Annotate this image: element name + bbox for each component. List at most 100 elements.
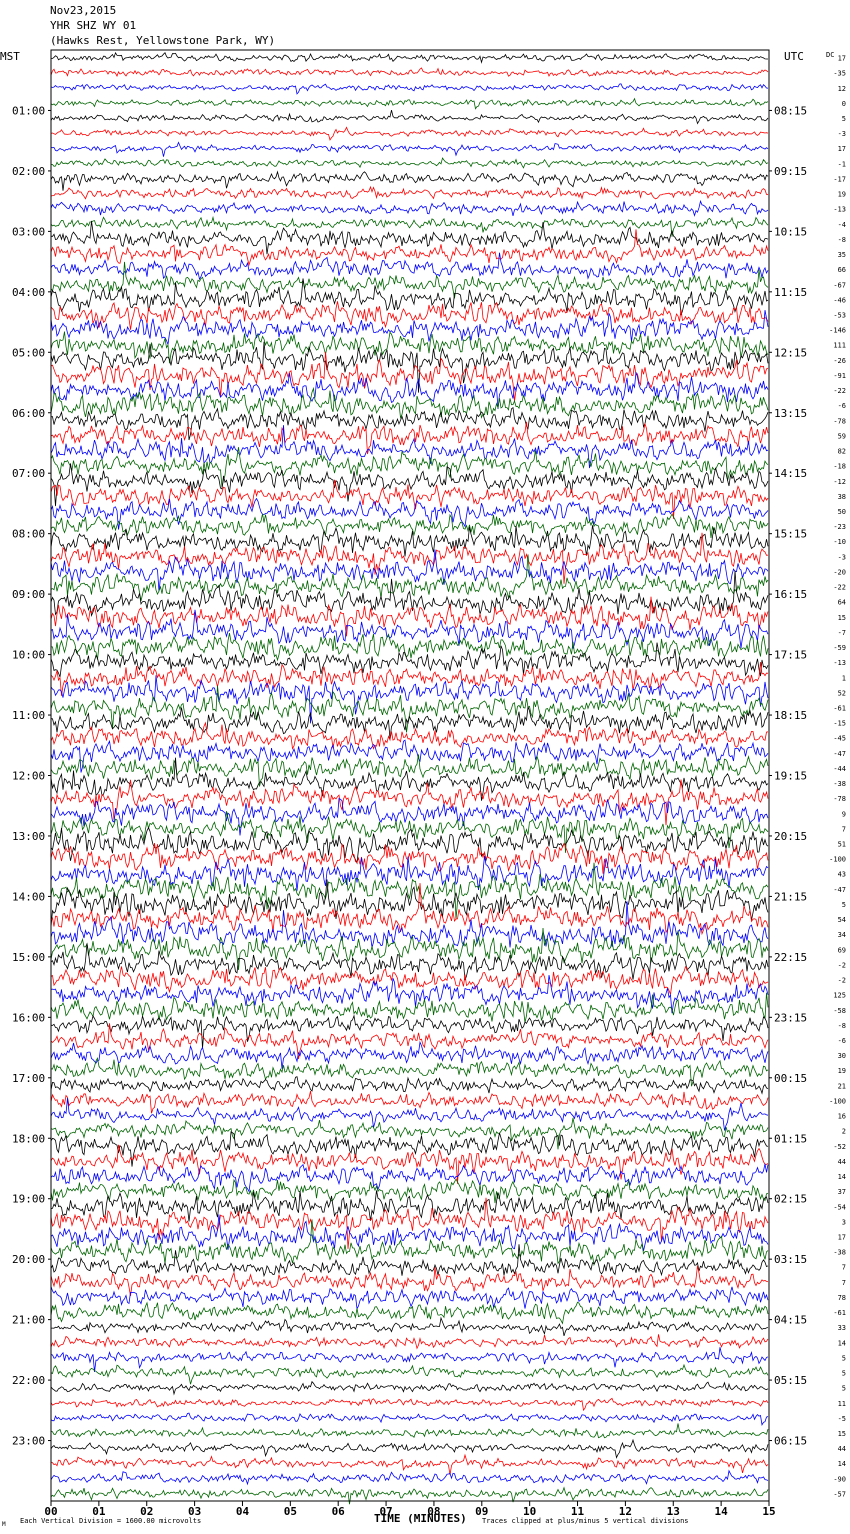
trace-line — [50, 554, 769, 601]
utc-tick-label: 08:15 — [774, 104, 807, 117]
trace-line — [50, 425, 769, 469]
dc-offset-value: 51 — [838, 841, 846, 849]
dc-offset-value: 2 — [842, 1128, 846, 1136]
x-tick-label: 10 — [523, 1505, 536, 1518]
dc-offset-value: -91 — [833, 372, 846, 380]
dc-offset-value: 5 — [842, 901, 846, 909]
trace-line — [50, 721, 769, 751]
utc-tick-label: 18:15 — [774, 709, 807, 722]
utc-tick-label: 22:15 — [774, 951, 807, 964]
x-tick-label: 09 — [475, 1505, 488, 1518]
trace-line — [50, 51, 768, 64]
dc-offset-value: -2 — [838, 961, 846, 969]
mst-tick-label: 01:00 — [12, 104, 45, 117]
dc-offset-value: 82 — [838, 448, 846, 456]
utc-tick-label: 04:15 — [774, 1314, 807, 1327]
trace-line — [51, 633, 769, 662]
dc-offset-value: -12 — [833, 478, 846, 486]
dc-offset-value: 78 — [838, 1294, 846, 1302]
x-tick-label: 05 — [284, 1505, 297, 1518]
dc-offset-value: 43 — [838, 871, 846, 879]
trace-line — [50, 1098, 769, 1131]
chart-date-title: Nov23,2015 — [50, 4, 117, 17]
mst-tick-label: 21:00 — [12, 1314, 45, 1327]
mst-tick-label: 23:00 — [12, 1435, 45, 1448]
trace-line — [50, 754, 769, 787]
utc-tick-label: 20:15 — [774, 830, 807, 843]
trace-line — [50, 1190, 769, 1222]
dc-offset-value: -45 — [833, 735, 846, 743]
trace-line — [50, 779, 769, 826]
dc-offset-value: 21 — [838, 1082, 846, 1090]
dc-offset-value: -7 — [838, 629, 846, 637]
dc-offset-value: -22 — [833, 584, 846, 592]
dc-offset-value: -3 — [838, 130, 846, 138]
dc-offset-value: 5 — [842, 1354, 846, 1362]
trace-line — [50, 479, 769, 519]
dc-offset-value: 35 — [838, 251, 846, 259]
trace-line — [50, 1334, 769, 1350]
dc-offset-value: -13 — [833, 659, 846, 667]
mst-axis-labels: 01:00 02:00 03:00 04:00 05:00 06:00 07:00 08:00… — [12, 104, 51, 1448]
dc-offset-value: 54 — [838, 916, 846, 924]
mst-tick-label: 05:00 — [12, 346, 45, 359]
dc-offset-value: -61 — [833, 1309, 846, 1317]
dc-offset-value: 1 — [842, 674, 846, 682]
trace-line — [50, 549, 769, 592]
mst-tick-label: 12:00 — [12, 770, 45, 783]
mst-tick-label: 20:00 — [12, 1253, 45, 1266]
trace-line — [50, 532, 769, 584]
utc-tick-label: 11:15 — [774, 286, 807, 299]
trace-line — [50, 1023, 769, 1060]
mst-tick-label: 15:00 — [12, 951, 45, 964]
trace-line — [50, 1469, 769, 1486]
dc-offset-value: 125 — [833, 992, 846, 1000]
trace-line — [50, 966, 769, 995]
dc-offset-value: -78 — [833, 795, 846, 803]
utc-tick-label: 14:15 — [774, 467, 807, 480]
trace-line — [50, 685, 769, 733]
trace-line — [50, 301, 769, 330]
trace-line — [50, 220, 769, 255]
utc-tick-label: 23:15 — [774, 1011, 807, 1024]
dc-offset-value: -5 — [838, 1415, 846, 1423]
dc-offset-value: 5 — [842, 1370, 846, 1378]
x-tick-label: 14 — [715, 1505, 729, 1518]
dc-offset-value: -2 — [838, 977, 846, 985]
trace-line — [50, 927, 769, 970]
utc-tick-label: 13:15 — [774, 407, 807, 420]
dc-offset-value: -6 — [838, 1037, 846, 1045]
utc-tick-label: 06:15 — [774, 1435, 807, 1448]
trace-line — [50, 141, 769, 157]
dc-title: DC — [826, 51, 834, 59]
trace-line — [50, 826, 769, 865]
utc-tick-label: 16:15 — [774, 588, 807, 601]
trace-line — [50, 1412, 769, 1426]
footer-scale-note: Each Vertical Division = 1600.00 microvo… — [20, 1517, 201, 1525]
trace-line — [50, 975, 769, 1014]
trace-line — [50, 421, 769, 455]
utc-tick-label: 12:15 — [774, 346, 807, 359]
trace-line — [50, 1219, 769, 1267]
trace-line — [50, 83, 769, 95]
trace-line — [50, 1265, 769, 1296]
dc-offset-value: 38 — [838, 493, 846, 501]
dc-offset-value: -22 — [833, 387, 846, 395]
dc-offset-value: -18 — [833, 463, 846, 471]
dc-offset-value: 69 — [838, 946, 846, 954]
dc-offset-value: -8 — [838, 1022, 846, 1030]
utc-tick-label: 10:15 — [774, 225, 807, 238]
dc-offset-value: 14 — [838, 1173, 846, 1181]
dc-offset-value: 16 — [838, 1113, 846, 1121]
trace-line — [50, 943, 769, 981]
trace-line — [50, 1347, 769, 1373]
mst-tick-label: 13:00 — [12, 830, 45, 843]
trace-line — [50, 407, 769, 441]
utc-tick-label: 19:15 — [774, 770, 807, 783]
trace-line — [50, 1178, 769, 1204]
dc-offset-value: 34 — [838, 931, 846, 939]
dc-offset-value: -46 — [833, 296, 846, 304]
trace-line — [50, 1014, 769, 1049]
dc-offset-value: -15 — [833, 720, 846, 728]
x-tick-label: 12 — [619, 1505, 632, 1518]
